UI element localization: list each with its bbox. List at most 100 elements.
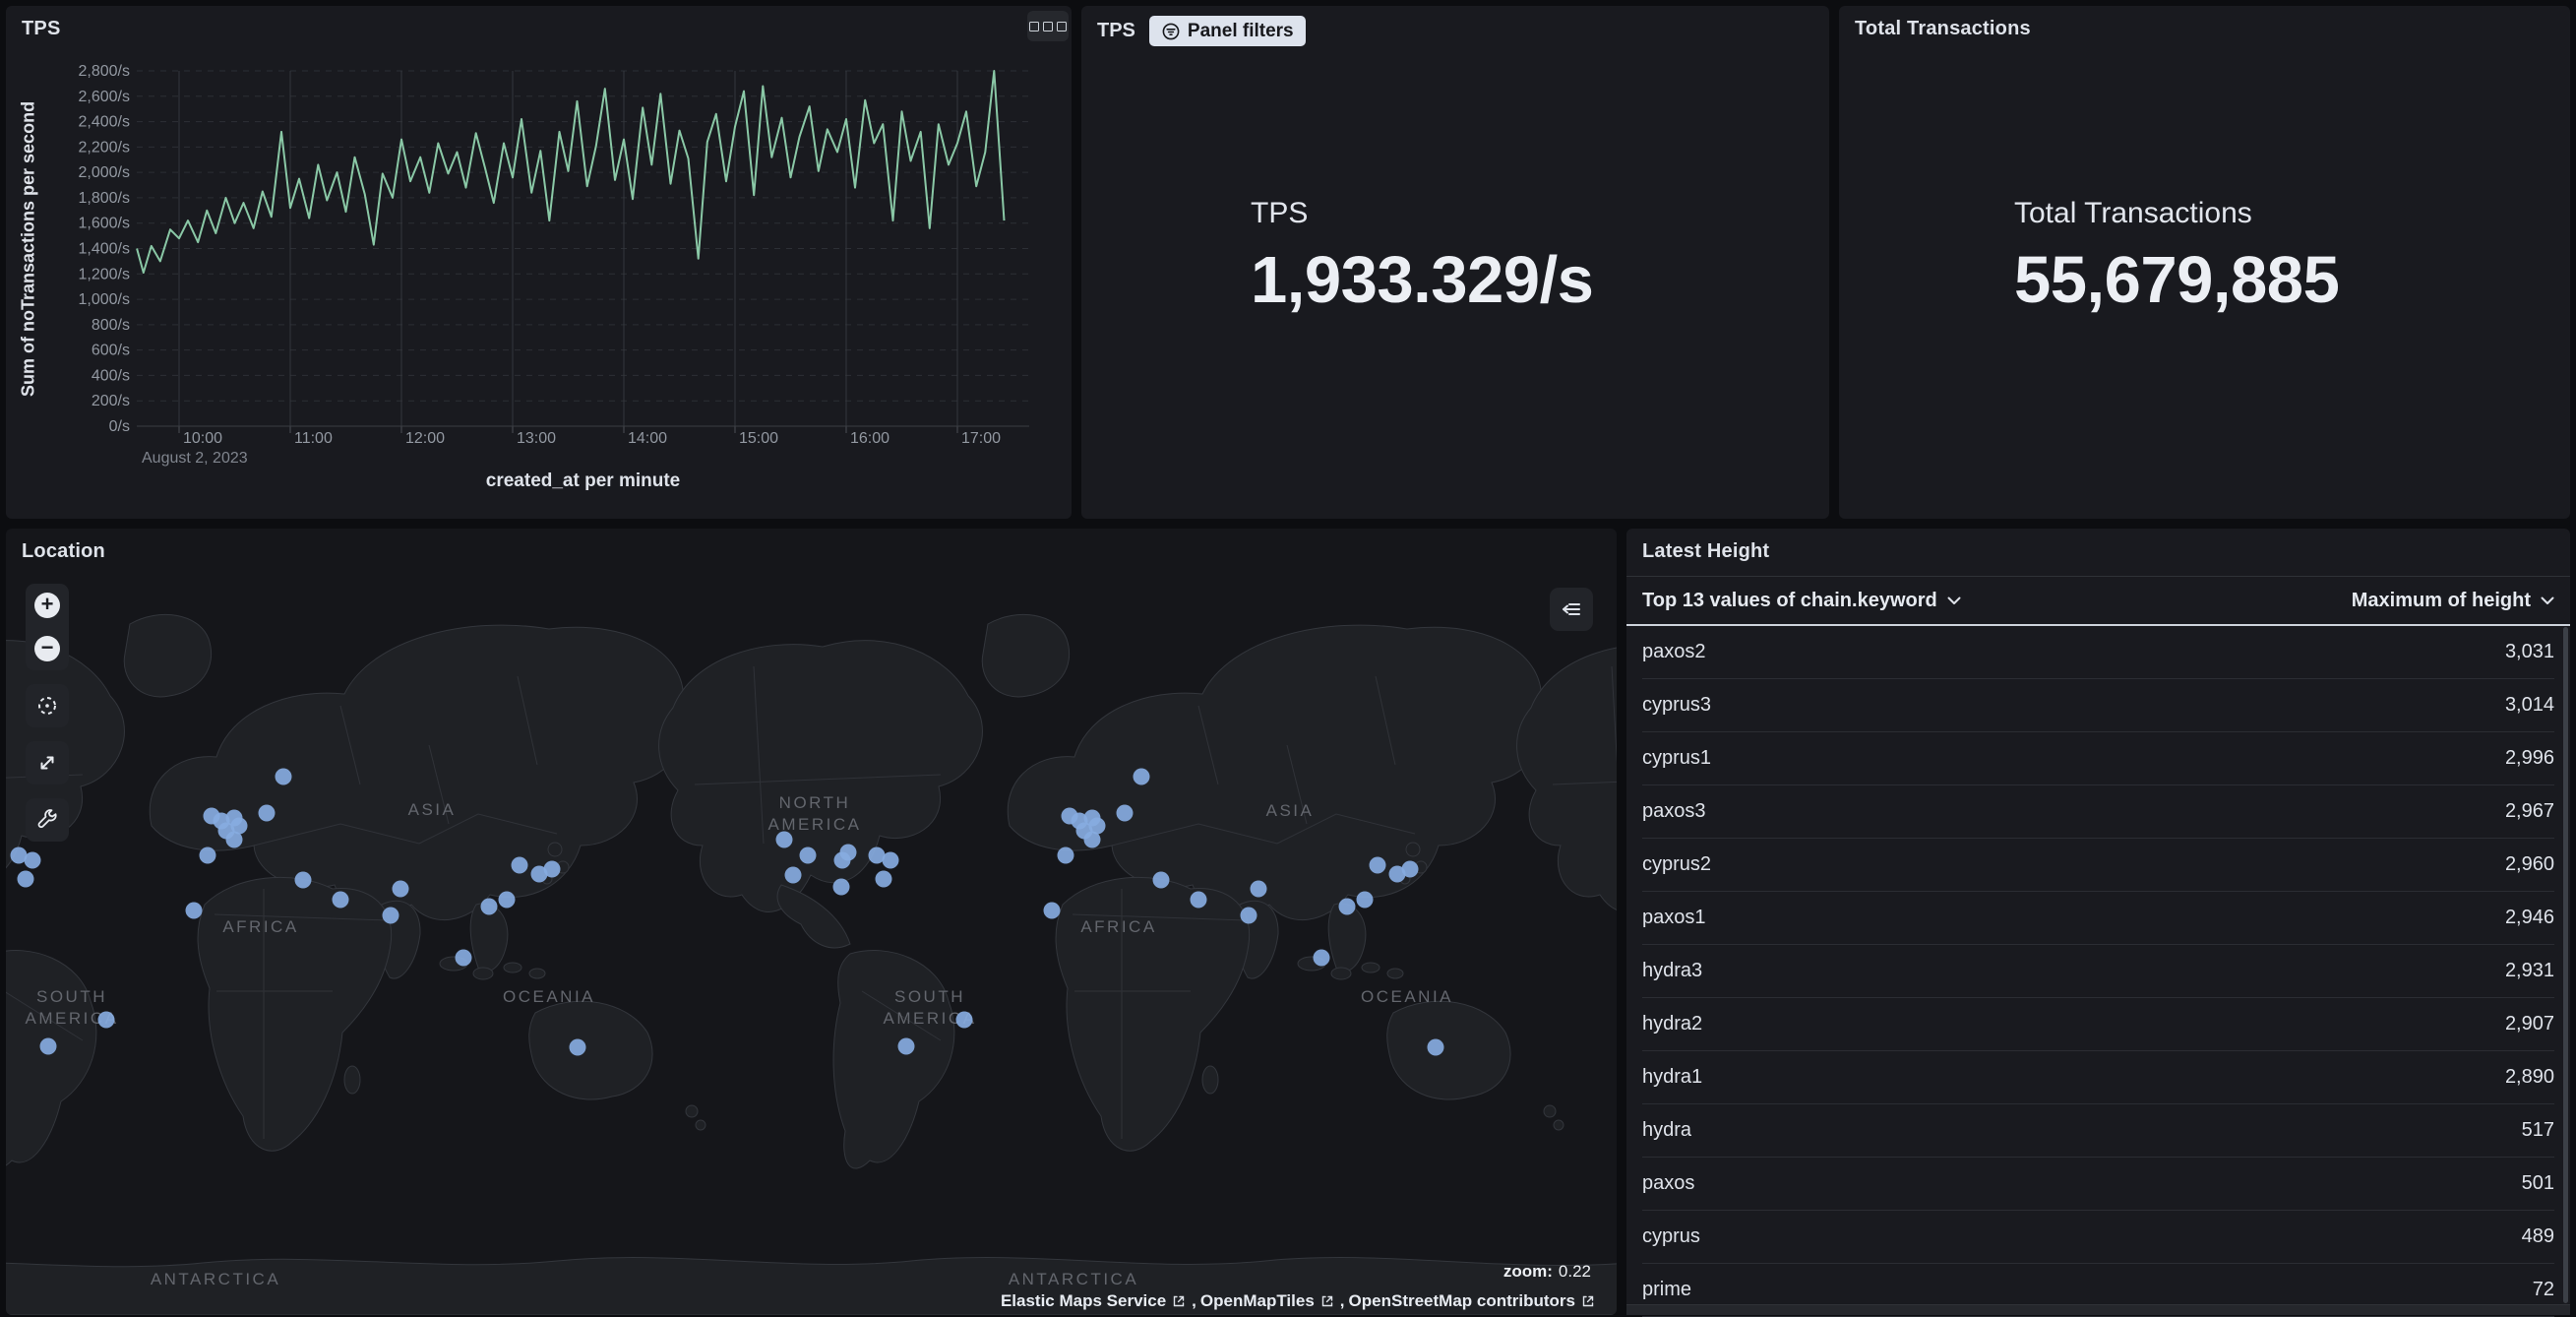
map-point[interactable] bbox=[775, 831, 793, 848]
metric-value: 55,679,885 bbox=[2014, 243, 2340, 317]
legend-collapse-button[interactable] bbox=[1550, 588, 1593, 631]
map-point[interactable] bbox=[832, 878, 850, 896]
height-cell: 489 bbox=[2521, 1225, 2554, 1247]
attribution-link[interactable]: OpenStreetMap contributors bbox=[1348, 1291, 1575, 1310]
map-point[interactable] bbox=[392, 880, 409, 898]
map-point[interactable] bbox=[24, 851, 41, 869]
external-link-icon bbox=[1582, 1295, 1594, 1307]
svg-text:400/s: 400/s bbox=[92, 367, 130, 384]
map-point[interactable] bbox=[1190, 891, 1207, 909]
map-point[interactable] bbox=[1388, 865, 1406, 883]
svg-text:12:00: 12:00 bbox=[405, 430, 445, 447]
table-row: cyprus1 2,996 bbox=[1642, 732, 2554, 785]
column-header-label: Maximum of height bbox=[2351, 589, 2531, 611]
table-scrollbar[interactable] bbox=[2563, 627, 2568, 1303]
tools-button[interactable] bbox=[26, 798, 69, 842]
map-point[interactable] bbox=[543, 860, 561, 878]
world-map-canvas[interactable]: ASIA NORTH AMERICA AFRICA SOUTH AMERICA OCEANI… bbox=[6, 529, 1617, 1315]
attribution-link[interactable]: Elastic Maps Service bbox=[1000, 1291, 1167, 1310]
svg-text:1,600/s: 1,600/s bbox=[79, 216, 130, 232]
map-point[interactable] bbox=[511, 856, 528, 874]
map-point[interactable] bbox=[258, 804, 276, 822]
grid-icon bbox=[1057, 21, 1067, 31]
map-point[interactable] bbox=[1088, 817, 1106, 835]
panel-title: TPS bbox=[22, 18, 61, 39]
map-point[interactable] bbox=[875, 870, 892, 888]
table-footer-strip bbox=[1626, 1304, 2570, 1315]
map-point[interactable] bbox=[275, 768, 292, 785]
plus-icon: + bbox=[34, 593, 60, 618]
svg-text:2,200/s: 2,200/s bbox=[79, 139, 130, 156]
map-point[interactable] bbox=[230, 817, 248, 835]
map-point[interactable] bbox=[1427, 1038, 1444, 1056]
collapse-arrow-icon bbox=[1563, 603, 1580, 615]
map-point[interactable] bbox=[784, 866, 802, 884]
map-point[interactable] bbox=[799, 847, 817, 864]
map-point[interactable] bbox=[39, 1037, 57, 1055]
map-point[interactable] bbox=[530, 865, 548, 883]
tps-series-line bbox=[136, 70, 1006, 274]
map-point[interactable] bbox=[225, 831, 243, 848]
external-link-icon bbox=[1173, 1295, 1185, 1307]
tps-line-chart[interactable]: 0/s 200/s 400/s 600/s 800/s 1,000/s 1,200/s 1,4… bbox=[6, 6, 1072, 519]
map-point[interactable] bbox=[1152, 871, 1170, 889]
svg-text:17:00: 17:00 bbox=[961, 430, 1001, 447]
map-point[interactable] bbox=[185, 902, 203, 919]
map-point[interactable] bbox=[569, 1038, 586, 1056]
map-point[interactable] bbox=[1133, 768, 1150, 785]
map-point[interactable] bbox=[294, 871, 312, 889]
table-row: hydra 517 bbox=[1642, 1104, 2554, 1158]
continent-label: ANTARCTICA bbox=[1009, 1270, 1138, 1288]
map-point[interactable] bbox=[1356, 891, 1374, 909]
column-header-chain[interactable]: Top 13 values of chain.keyword bbox=[1642, 590, 1961, 612]
map-point[interactable] bbox=[897, 1037, 915, 1055]
table-row: paxos2 3,031 bbox=[1642, 626, 2554, 679]
map-point[interactable] bbox=[868, 847, 886, 864]
map-point[interactable] bbox=[332, 891, 349, 909]
table-row: hydra3 2,931 bbox=[1642, 945, 2554, 998]
map-point[interactable] bbox=[17, 870, 34, 888]
chain-cell: hydra3 bbox=[1642, 960, 1703, 981]
expand-button[interactable] bbox=[26, 741, 69, 784]
height-cell: 72 bbox=[2532, 1279, 2554, 1300]
map-point[interactable] bbox=[1057, 847, 1074, 864]
zoom-out-button[interactable]: − bbox=[26, 627, 69, 670]
map-point[interactable] bbox=[382, 907, 399, 924]
svg-text:August 2, 2023: August 2, 2023 bbox=[142, 450, 248, 467]
map-point[interactable] bbox=[1240, 907, 1257, 924]
map-point[interactable] bbox=[199, 847, 216, 864]
map-point[interactable] bbox=[882, 851, 899, 869]
zoom-in-button[interactable]: + bbox=[26, 584, 69, 627]
table-row: paxos 501 bbox=[1642, 1158, 2554, 1211]
map-point[interactable] bbox=[955, 1011, 973, 1029]
map-point[interactable] bbox=[1043, 902, 1061, 919]
map-point[interactable] bbox=[498, 891, 516, 909]
map-point[interactable] bbox=[1083, 831, 1101, 848]
map-point[interactable] bbox=[10, 847, 28, 864]
height-cell: 517 bbox=[2521, 1119, 2554, 1141]
locate-button[interactable] bbox=[26, 684, 69, 727]
svg-text:2,800/s: 2,800/s bbox=[79, 63, 130, 80]
map-point[interactable] bbox=[1369, 856, 1386, 874]
zoom-label: zoom: bbox=[1503, 1262, 1553, 1281]
panel-options-button[interactable] bbox=[1027, 11, 1069, 41]
svg-text:200/s: 200/s bbox=[92, 393, 130, 409]
attribution-link[interactable]: OpenMapTiles bbox=[1199, 1291, 1315, 1310]
map-point[interactable] bbox=[1401, 860, 1419, 878]
svg-text:800/s: 800/s bbox=[92, 317, 130, 334]
map-point[interactable] bbox=[839, 844, 857, 861]
panel-filters-badge[interactable]: Panel filters bbox=[1148, 16, 1306, 46]
map-point[interactable] bbox=[1116, 804, 1134, 822]
column-header-height[interactable]: Maximum of height bbox=[2352, 590, 2554, 612]
height-cell: 2,946 bbox=[2504, 907, 2554, 928]
chain-cell: paxos bbox=[1642, 1172, 1695, 1194]
map-point[interactable] bbox=[455, 949, 472, 967]
map-point[interactable] bbox=[1338, 898, 1356, 915]
map-point[interactable] bbox=[1313, 949, 1330, 967]
map-point[interactable] bbox=[480, 898, 498, 915]
panel-title: Latest Height bbox=[1642, 540, 1770, 562]
map-point[interactable] bbox=[1250, 880, 1267, 898]
height-cell: 2,967 bbox=[2504, 800, 2554, 822]
panel-total-transactions: Total Transactions Total Transactions 55… bbox=[1839, 6, 2570, 519]
map-point[interactable] bbox=[97, 1011, 115, 1029]
